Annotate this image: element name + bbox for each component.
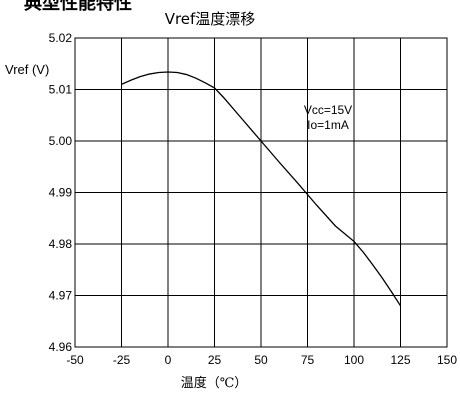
x-tick-label: 50 [254,353,268,367]
y-tick-label: 4.98 [49,237,73,251]
x-tick-label: 125 [390,353,410,367]
page-header-fragment: 典型性能特性 [24,0,132,14]
y-tick-label: 5.00 [49,134,73,148]
grid-lines [75,38,447,347]
x-tick-label: -25 [113,353,131,367]
x-axis-label: 温度（℃） [181,375,248,391]
plot-frame [74,37,448,348]
x-tick-label: 150 [437,353,457,367]
y-tick-label: 4.96 [49,340,73,354]
x-tick-label: 75 [301,353,315,367]
x-tick-label: -50 [66,353,84,367]
x-tick-label: 0 [165,353,172,367]
y-tick-label: 5.02 [49,31,73,45]
series-line [121,71,402,307]
y-axis-label: Vref (V) [5,62,49,77]
x-tick-label: 25 [208,353,222,367]
y-tick-label: 4.97 [49,289,73,303]
y-tick-label: 4.99 [49,186,73,200]
y-tick-label: 5.01 [49,83,73,97]
chart-title: Vref温度漂移 [165,10,256,28]
annotation-vcc: Vcc=15V [304,103,352,117]
y-tick-labels: 4.96 4.97 4.98 4.99 5.00 5.01 5.02 [49,31,73,354]
annotation-io: Io=1mA [307,118,349,132]
x-tick-label: 100 [344,353,364,367]
x-tick-labels: -50 -25 0 25 50 75 100 125 150 [66,353,457,367]
